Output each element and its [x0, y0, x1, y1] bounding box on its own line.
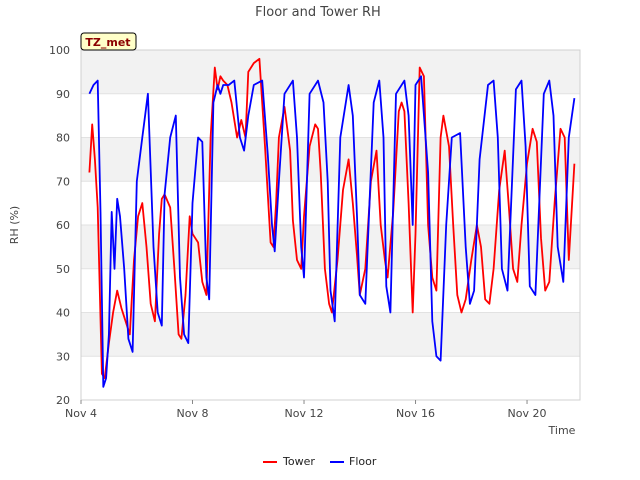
x-tick-label: Nov 16: [396, 407, 435, 420]
x-tick-label: Nov 8: [177, 407, 209, 420]
y-tick-label: 20: [56, 394, 70, 407]
grid-band: [81, 181, 580, 225]
y-tick-label: 60: [56, 219, 70, 232]
grid-band: [81, 137, 580, 182]
y-tick-label: 100: [49, 44, 70, 57]
x-tick-label: Nov 4: [65, 407, 97, 420]
grid-band: [81, 356, 580, 400]
x-axis-label: Time: [548, 424, 576, 437]
y-tick-label: 50: [56, 263, 70, 276]
legend: Tower Floor: [263, 455, 377, 468]
station-badge: TZ_met: [80, 32, 137, 51]
y-tick-label: 90: [56, 88, 70, 101]
grid-bands: [81, 49, 580, 401]
legend-label-tower: Tower: [282, 455, 315, 468]
y-tick-label: 70: [56, 175, 70, 188]
legend-label-floor: Floor: [349, 455, 377, 468]
x-tick-label: Nov 20: [508, 407, 547, 420]
grid-band: [81, 50, 580, 94]
x-axis-ticks: Nov 4 Nov 8 Nov 12 Nov 16 Nov 20: [65, 400, 547, 420]
y-tick-label: 30: [56, 350, 70, 363]
chart-title: Floor and Tower RH: [255, 5, 381, 20]
y-axis-ticks: 20 30 40 50 60 70 80 90 100: [49, 44, 70, 407]
series-line-tower: [88, 57, 576, 380]
y-axis-label: RH (%): [8, 206, 21, 244]
series-lines: [88, 57, 576, 388]
grid-band: [81, 93, 580, 138]
y-tick-label: 80: [56, 132, 70, 145]
badge-box: [80, 32, 137, 51]
y-tick-label: 40: [56, 307, 70, 320]
series-line-floor: [88, 75, 576, 388]
x-tick-label: Nov 12: [285, 407, 324, 420]
grid-band: [81, 312, 580, 357]
badge-text: TZ_met: [85, 36, 130, 49]
plot-area: [80, 49, 581, 401]
